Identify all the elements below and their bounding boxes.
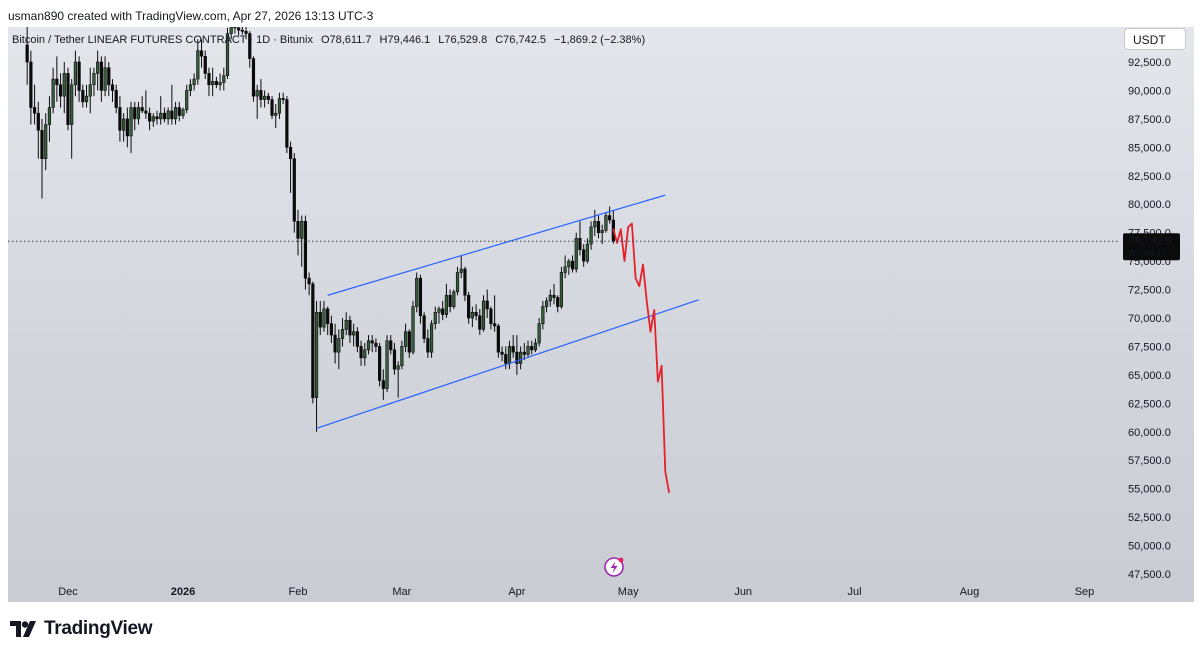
symbol-legend: Bitcoin / Tether LINEAR FUTURES CONTRACT… — [12, 34, 645, 46]
tradingview-logo-icon — [10, 621, 36, 637]
ohlc-high: H79,446.1 — [379, 34, 431, 46]
ohlc-open: O78,611.7 — [320, 34, 372, 46]
price-change: −1,869.2 (−2.38%) — [553, 34, 646, 46]
chart-attribution: usman890 created with TradingView.com, A… — [8, 9, 374, 23]
ohlc-low: L76,529.8 — [438, 34, 488, 46]
currency-button[interactable]: USDT — [1124, 28, 1186, 50]
tradingview-logo[interactable]: TradingView — [10, 618, 153, 640]
symbol-name[interactable]: Bitcoin / Tether LINEAR FUTURES CONTRACT… — [12, 34, 313, 46]
ohlc-close: C76,742.5 — [495, 34, 546, 46]
brand-name: TradingView — [44, 618, 153, 639]
chart-area[interactable] — [8, 27, 1194, 602]
